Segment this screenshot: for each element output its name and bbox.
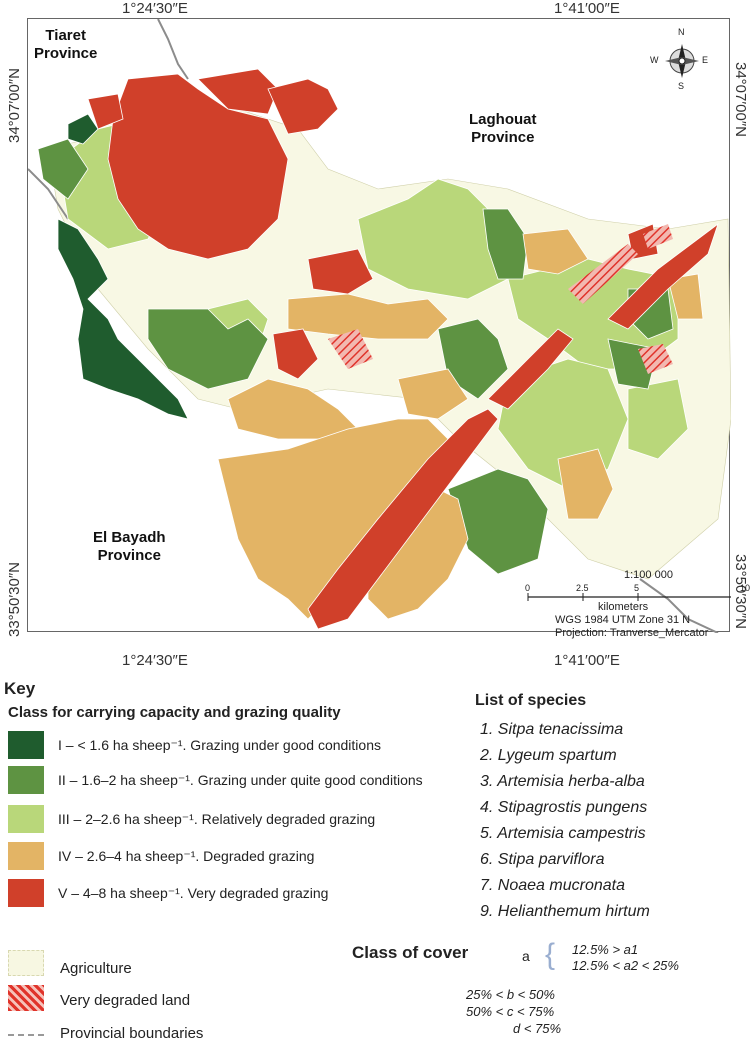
species-item: 2. Lygeum spartum bbox=[480, 747, 617, 764]
coord-left-bottom: 33°50′30″N bbox=[6, 561, 23, 637]
zone-class-4 bbox=[287, 293, 449, 340]
scale-tick-0: 0 bbox=[525, 583, 531, 593]
species-title: List of species bbox=[475, 692, 587, 709]
scale-tick-2-5: 2.5 bbox=[576, 583, 589, 593]
scale-tick-10: 10 bbox=[740, 583, 750, 593]
scale-datum: WGS 1984 UTM Zone 31 N bbox=[555, 614, 691, 626]
very-degraded-land bbox=[568, 244, 638, 304]
coord-right-top: 34°07′00″N bbox=[732, 62, 749, 138]
class-3-swatch bbox=[8, 805, 44, 833]
cover-b: 25% < b < 50% bbox=[466, 987, 555, 1002]
class-2-label: II – 1.6–2 ha sheep⁻¹. Grazing under qui… bbox=[58, 771, 423, 788]
cover-title: Class of cover bbox=[352, 943, 469, 962]
provincial-boundary-east bbox=[639, 578, 719, 633]
class-5-label: V – 4–8 ha sheep⁻¹. Very degraded grazin… bbox=[58, 884, 329, 901]
scale-projection: Projection: Tranverse_Mercator bbox=[555, 627, 709, 639]
coord-bottom-right: 1°41′00″E bbox=[554, 652, 620, 669]
coord-top-left: 1°24′30″E bbox=[122, 0, 188, 17]
zone-class-5 bbox=[107, 73, 289, 260]
province-label-laghouat: Laghouat Province bbox=[469, 111, 537, 146]
compass-e: E bbox=[702, 55, 709, 65]
class-row-2: II – 1.6–2 ha sheep⁻¹. Grazing under qui… bbox=[8, 766, 423, 794]
very-degraded-land-swatch bbox=[8, 985, 44, 1011]
compass-w: W bbox=[650, 55, 659, 65]
class-1-swatch bbox=[8, 731, 44, 759]
zone-class-2 bbox=[147, 308, 269, 390]
species-item: 9. Helianthemum hirtum bbox=[480, 903, 650, 920]
species-item: 3. Artemisia herba-alba bbox=[480, 773, 645, 790]
zone-class-4 bbox=[557, 448, 614, 520]
zone-class-5 bbox=[197, 68, 279, 115]
class-3-label: III – 2–2.6 ha sheep⁻¹. Relatively degra… bbox=[58, 810, 376, 827]
very-degraded-land bbox=[328, 329, 373, 369]
class-row-3: III – 2–2.6 ha sheep⁻¹. Relatively degra… bbox=[8, 805, 375, 833]
very-degraded-land bbox=[638, 344, 673, 374]
zone-class-4 bbox=[397, 368, 469, 420]
coord-top-right: 1°41′00″E bbox=[554, 0, 620, 17]
coord-bottom-left: 1°24′30″E bbox=[122, 652, 188, 669]
class-row-1: I – < 1.6 ha sheep⁻¹. Grazing under good… bbox=[8, 731, 381, 759]
zone-class-1 bbox=[57, 218, 189, 420]
class-5-swatch bbox=[8, 879, 44, 907]
compass-n: N bbox=[678, 27, 685, 37]
species-item: 7. Noaea mucronata bbox=[480, 877, 625, 894]
key-title: Key bbox=[4, 679, 36, 698]
species-item: 6. Stipa parviflora bbox=[480, 851, 605, 868]
zone-class-1 bbox=[67, 113, 99, 145]
scale-bar bbox=[527, 593, 731, 601]
very-degraded-land bbox=[643, 224, 673, 249]
cover-c: 50% < c < 75% bbox=[466, 1004, 555, 1019]
zone-class-5 bbox=[607, 222, 719, 330]
map-canvas bbox=[28, 19, 731, 633]
compass-rose-icon bbox=[665, 44, 699, 78]
zone-class-5 bbox=[307, 248, 374, 295]
scale-unit: kilometers bbox=[598, 601, 649, 613]
zone-class-2 bbox=[482, 208, 529, 280]
provincial-boundary-swatch bbox=[8, 1034, 44, 1036]
class-2-swatch bbox=[8, 766, 44, 794]
scale-tick-5: 5 bbox=[634, 583, 640, 593]
province-label-tiaret: Tiaret Province bbox=[34, 27, 98, 62]
zone-class-4 bbox=[667, 273, 704, 320]
scale-ratio: 1:100 000 bbox=[624, 569, 673, 581]
species-item: 5. Artemisia campestris bbox=[480, 825, 646, 842]
cover-a1: 12.5% > a1 bbox=[572, 942, 639, 957]
zone-class-4 bbox=[522, 228, 589, 275]
zone-class-5 bbox=[272, 328, 319, 380]
class-row-5: V – 4–8 ha sheep⁻¹. Very degraded grazin… bbox=[8, 879, 328, 907]
species-item: 1. Sitpa tenacissima bbox=[480, 721, 624, 738]
zone-class-5 bbox=[267, 78, 339, 135]
provincial-boundary-west bbox=[28, 168, 69, 220]
cover-a-label: a bbox=[522, 948, 530, 964]
class-4-label: IV – 2.6–4 ha sheep⁻¹. Degraded grazing bbox=[58, 847, 315, 864]
zone-class-5 bbox=[87, 93, 124, 130]
key-subtitle: Class for carrying capacity and grazing … bbox=[8, 704, 341, 721]
compass-s: S bbox=[678, 81, 685, 91]
agriculture-swatch bbox=[8, 950, 44, 976]
province-label-elbayadh: El Bayadh Province bbox=[93, 529, 166, 564]
zone-class-3 bbox=[627, 378, 689, 460]
class-row-4: IV – 2.6–4 ha sheep⁻¹. Degraded grazing bbox=[8, 842, 314, 870]
map-frame: Tiaret Province Laghouat Province El Bay… bbox=[27, 18, 750, 639]
agriculture-label: Agriculture bbox=[60, 960, 132, 977]
cover-a2: 12.5% < a2 < 25% bbox=[572, 958, 679, 973]
zone-class-5 bbox=[307, 408, 499, 630]
class-4-swatch bbox=[8, 842, 44, 870]
coord-left-top: 34°07′00″N bbox=[6, 67, 23, 143]
species-item: 4. Stipagrostis pungens bbox=[480, 799, 648, 816]
zone-class-2 bbox=[37, 138, 89, 200]
very-degraded-land-label: Very degraded land bbox=[60, 992, 191, 1009]
provincial-boundary-label: Provincial boundaries bbox=[60, 1025, 204, 1042]
cover-d: d < 75% bbox=[513, 1021, 562, 1036]
provincial-boundary-north bbox=[157, 19, 189, 80]
zone-class-5 bbox=[487, 328, 574, 410]
class-1-label: I – < 1.6 ha sheep⁻¹. Grazing under good… bbox=[58, 736, 381, 753]
brace-icon: { bbox=[545, 938, 556, 971]
